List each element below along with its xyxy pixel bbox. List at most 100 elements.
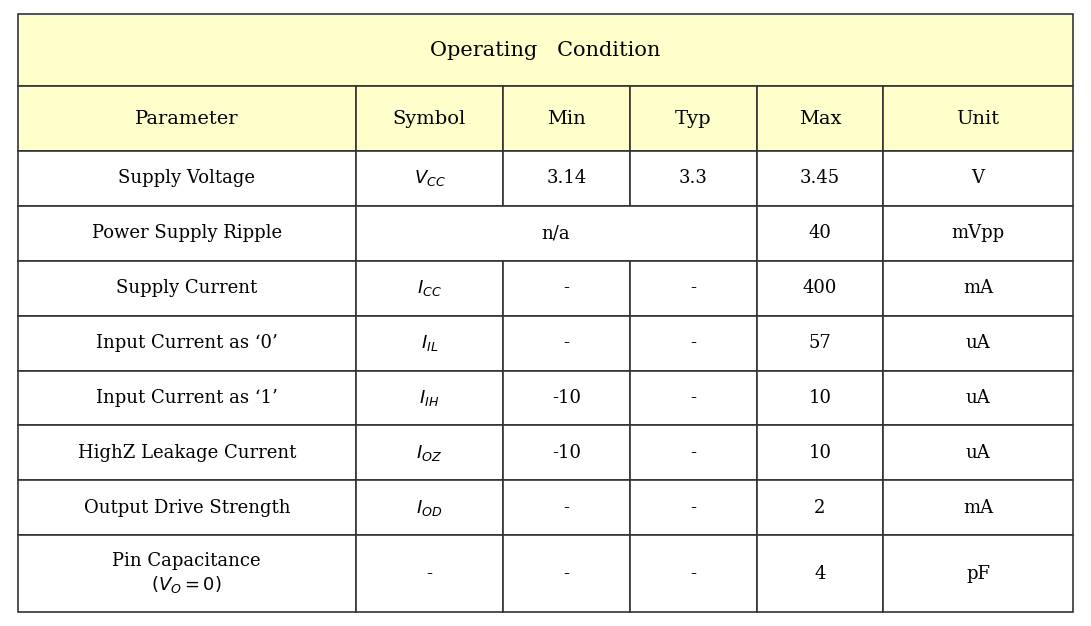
Bar (756, 426, 883, 480)
Bar (503, 316, 630, 371)
Text: -10: -10 (552, 389, 582, 407)
Bar (883, 206, 1074, 261)
Text: -: - (691, 389, 696, 407)
Text: 10: 10 (808, 444, 831, 462)
Bar (356, 151, 503, 206)
Text: 2: 2 (814, 499, 826, 516)
Bar (630, 480, 756, 535)
Text: Input Current as ‘0’: Input Current as ‘0’ (96, 334, 278, 352)
Text: $I_{CC}$: $I_{CC}$ (417, 278, 442, 298)
Text: $I_{IL}$: $I_{IL}$ (421, 333, 439, 353)
Bar (356, 480, 503, 535)
Text: mA: mA (963, 279, 993, 297)
Bar (17, 206, 356, 261)
Text: Unit: Unit (957, 110, 999, 128)
Bar (503, 480, 630, 535)
Bar (17, 535, 356, 612)
Bar (756, 316, 883, 371)
Text: HighZ Leakage Current: HighZ Leakage Current (77, 444, 296, 462)
Text: Output Drive Strength: Output Drive Strength (84, 499, 290, 516)
Bar (630, 316, 756, 371)
Bar (503, 535, 630, 612)
Bar (756, 151, 883, 206)
Text: -: - (691, 334, 696, 352)
Bar (17, 426, 356, 480)
Bar (503, 426, 630, 480)
Bar (630, 86, 756, 151)
Text: mVpp: mVpp (951, 224, 1005, 242)
Bar (883, 86, 1074, 151)
Bar (883, 151, 1074, 206)
Bar (356, 371, 503, 426)
Text: $I_{IH}$: $I_{IH}$ (419, 388, 440, 408)
Text: Input Current as ‘1’: Input Current as ‘1’ (96, 389, 278, 407)
Text: uA: uA (966, 389, 991, 407)
Text: Parameter: Parameter (135, 110, 239, 128)
Text: -: - (691, 444, 696, 462)
Text: Supply Voltage: Supply Voltage (118, 170, 255, 187)
Bar (356, 206, 756, 261)
Text: -: - (691, 499, 696, 516)
Text: -: - (564, 334, 570, 352)
Bar (756, 535, 883, 612)
Bar (756, 86, 883, 151)
Text: 3.14: 3.14 (547, 170, 587, 187)
Text: Supply Current: Supply Current (116, 279, 257, 297)
Bar (756, 480, 883, 535)
Bar (17, 151, 356, 206)
Text: uA: uA (966, 334, 991, 352)
Bar (356, 535, 503, 612)
Bar (503, 371, 630, 426)
Bar (630, 426, 756, 480)
Text: Operating   Condition: Operating Condition (430, 41, 661, 59)
Bar (883, 261, 1074, 316)
Bar (756, 371, 883, 426)
Bar (17, 316, 356, 371)
Bar (17, 371, 356, 426)
Bar (17, 14, 1074, 86)
Bar (756, 206, 883, 261)
Text: pF: pF (966, 565, 990, 583)
Text: -: - (564, 279, 570, 297)
Bar (17, 261, 356, 316)
Bar (883, 535, 1074, 612)
Text: uA: uA (966, 444, 991, 462)
Text: mA: mA (963, 499, 993, 516)
Text: Pin Capacitance
$(V_O=0)$: Pin Capacitance $(V_O=0)$ (112, 553, 261, 595)
Text: 57: 57 (808, 334, 831, 352)
Bar (883, 426, 1074, 480)
Bar (356, 426, 503, 480)
Text: -: - (691, 279, 696, 297)
Text: 4: 4 (814, 565, 826, 583)
Bar (756, 261, 883, 316)
Text: -10: -10 (552, 444, 582, 462)
Text: -: - (691, 565, 696, 583)
Text: Typ: Typ (675, 110, 711, 128)
Text: Power Supply Ripple: Power Supply Ripple (92, 224, 281, 242)
Text: 400: 400 (803, 279, 837, 297)
Text: -: - (427, 565, 432, 583)
Text: Min: Min (548, 110, 586, 128)
Text: 3.3: 3.3 (679, 170, 708, 187)
Text: 3.45: 3.45 (800, 170, 840, 187)
Text: $V_{CC}$: $V_{CC}$ (413, 168, 445, 188)
Bar (503, 86, 630, 151)
Text: $I_{OD}$: $I_{OD}$ (417, 498, 443, 518)
Text: $I_{OZ}$: $I_{OZ}$ (417, 443, 443, 463)
Bar (883, 316, 1074, 371)
Text: V: V (972, 170, 984, 187)
Bar (503, 261, 630, 316)
Bar (17, 480, 356, 535)
Text: -: - (564, 499, 570, 516)
Bar (630, 151, 756, 206)
Bar (356, 261, 503, 316)
Bar (883, 480, 1074, 535)
Text: Max: Max (799, 110, 841, 128)
Bar (503, 151, 630, 206)
Bar (630, 261, 756, 316)
Bar (356, 86, 503, 151)
Text: n/a: n/a (542, 224, 571, 242)
Bar (356, 316, 503, 371)
Text: -: - (564, 565, 570, 583)
Text: 40: 40 (808, 224, 831, 242)
